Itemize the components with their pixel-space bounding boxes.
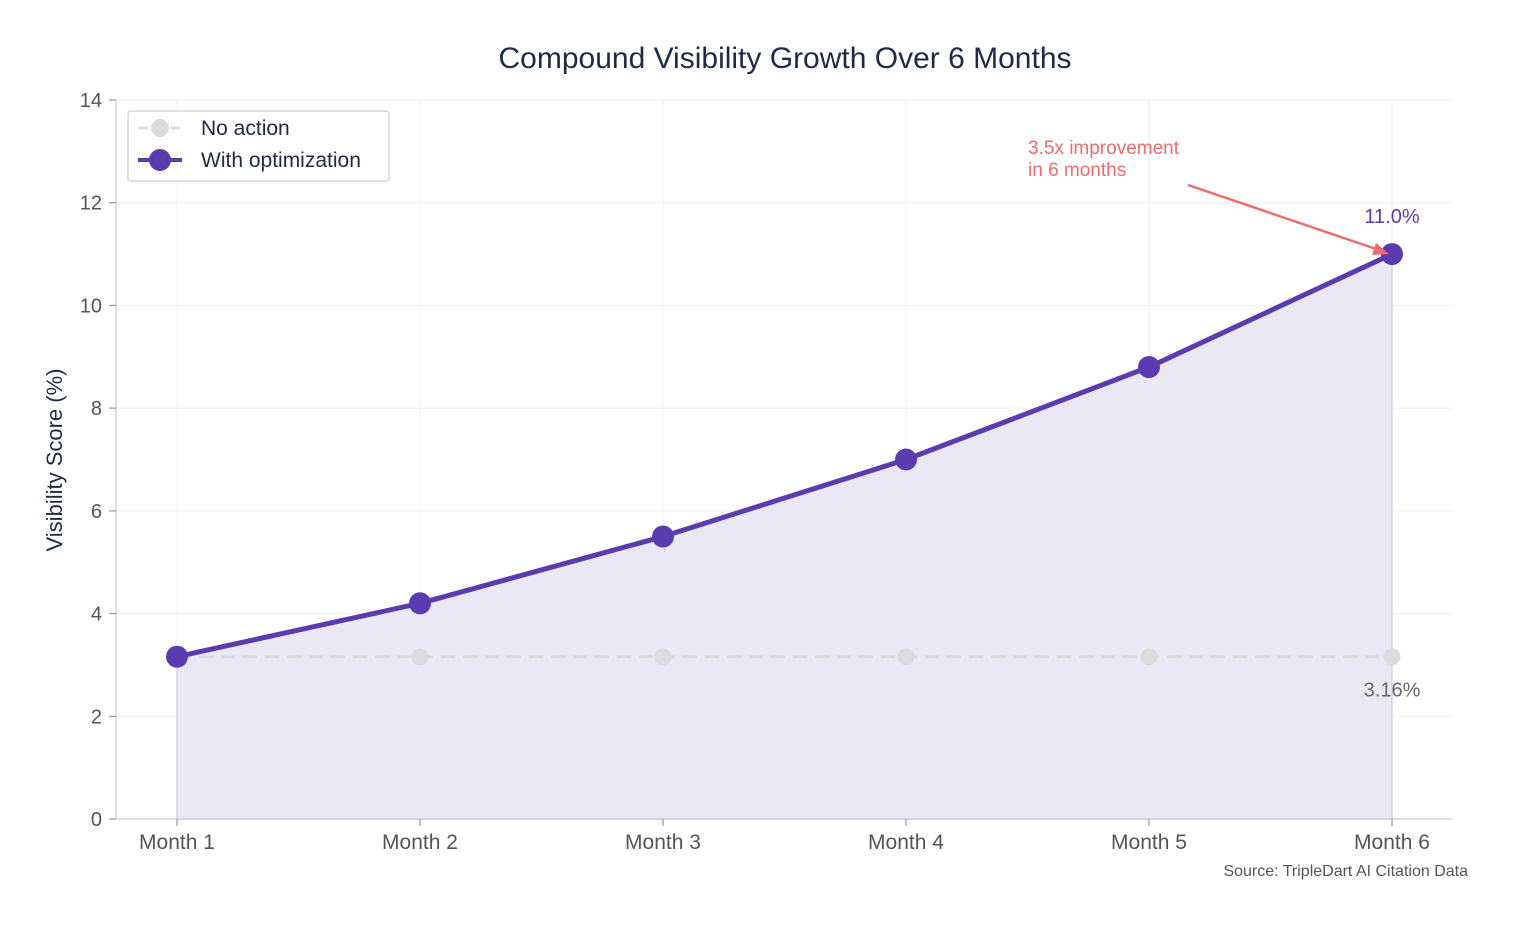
data-label-month6-no-action: 3.16% xyxy=(1364,680,1421,702)
legend: No action With optimization xyxy=(127,110,390,182)
x-tick-label: Month 5 xyxy=(1111,831,1187,854)
point-optimization xyxy=(409,592,431,615)
point-no-action xyxy=(897,648,915,666)
y-tick-label: 2 xyxy=(91,706,102,728)
point-no-action xyxy=(654,648,672,666)
point-optimization xyxy=(166,645,188,668)
y-ticks: 0 2 4 6 8 10 12 14 xyxy=(80,90,116,831)
legend-optimization-label: With optimization xyxy=(201,149,361,172)
x-tick-label: Month 2 xyxy=(382,831,458,854)
y-tick-label: 6 xyxy=(91,501,102,523)
series-layer xyxy=(166,243,1403,668)
legend-no-action-label: No action xyxy=(201,117,290,140)
legend-no-action-marker xyxy=(151,119,169,137)
y-axis-label: Visibility Score (%) xyxy=(42,369,67,552)
x-tick-label: Month 6 xyxy=(1354,831,1430,854)
y-tick-label: 4 xyxy=(91,604,102,626)
series-line-optimization xyxy=(176,251,1394,660)
point-no-action xyxy=(1383,648,1401,666)
x-tick-label: Month 1 xyxy=(139,831,215,854)
point-no-action xyxy=(411,648,429,666)
annotation-line-2: in 6 months xyxy=(1028,160,1126,181)
x-tick-label: Month 3 xyxy=(625,831,701,854)
y-tick-label: 0 xyxy=(91,809,102,831)
y-tick-label: 14 xyxy=(80,90,102,112)
chart-title: Compound Visibility Growth Over 6 Months xyxy=(498,42,1071,75)
legend-box xyxy=(127,110,390,182)
point-optimization xyxy=(895,448,917,471)
y-tick-label: 10 xyxy=(80,295,102,317)
point-optimization xyxy=(652,525,674,548)
point-no-action xyxy=(1140,648,1158,666)
data-label-month6-optimized: 11.0% xyxy=(1364,206,1419,228)
point-optimization xyxy=(1138,356,1160,379)
y-tick-label: 8 xyxy=(91,398,102,420)
point-optimization xyxy=(1381,243,1403,266)
annotation-line-1: 3.5x improvement xyxy=(1028,138,1180,159)
x-ticks: Month 1 Month 2 Month 3 Month 4 Month 5 Month… xyxy=(139,819,1430,854)
x-tick-label: Month 4 xyxy=(868,831,944,854)
annotation-arrowhead xyxy=(1372,243,1389,255)
source-note: Source: TripleDart AI Citation Data xyxy=(1223,863,1468,880)
annotation-arrow xyxy=(1187,183,1383,253)
legend-optimization-marker xyxy=(149,149,171,171)
y-tick-label: 12 xyxy=(80,193,102,215)
